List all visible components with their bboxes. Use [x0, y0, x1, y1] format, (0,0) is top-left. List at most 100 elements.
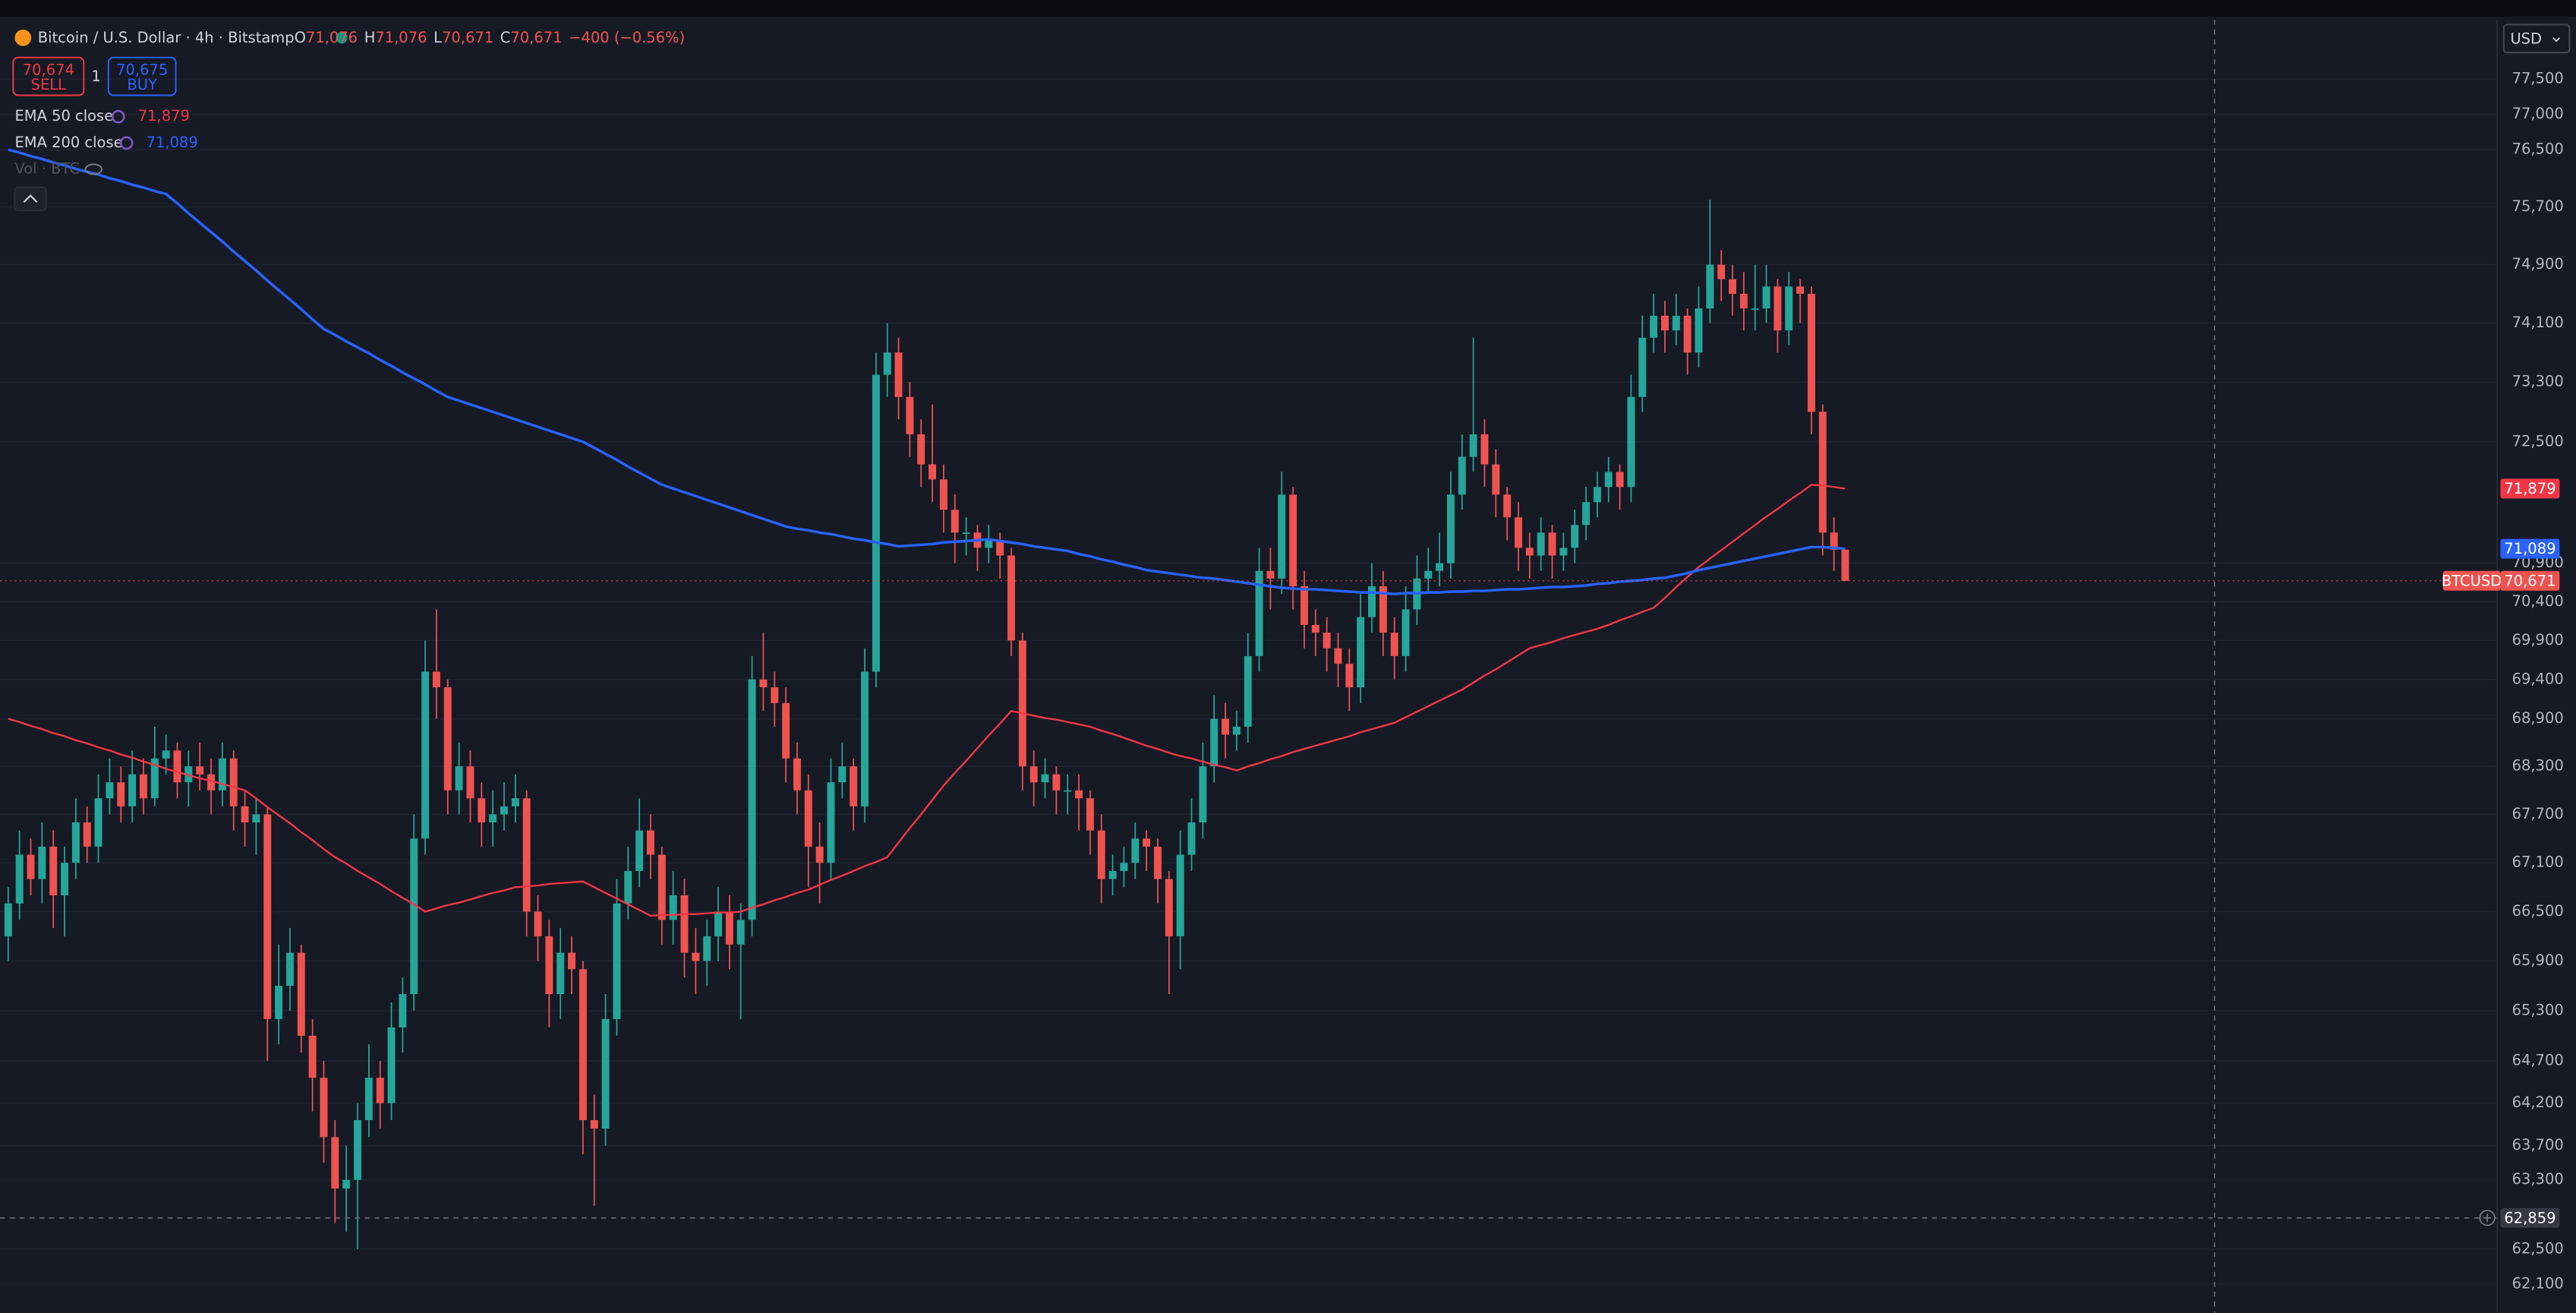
- candle-body: [252, 814, 260, 823]
- candle-body: [568, 952, 576, 970]
- y-tick-label: 73,300: [2512, 373, 2564, 390]
- candle-body: [1660, 315, 1669, 331]
- price-axis: 77,500 77,000 76,500 75,700 74,900 74,100 73,3…: [2442, 19, 2576, 1313]
- y-tick-label: 74,900: [2512, 255, 2564, 273]
- candle-body: [1345, 664, 1354, 688]
- candle-body: [1774, 286, 1782, 331]
- candle-body: [285, 952, 294, 986]
- y-tick-label: 75,700: [2512, 197, 2564, 215]
- candle-body: [1357, 617, 1365, 688]
- candle-body: [466, 766, 475, 799]
- candle-body: [996, 540, 1004, 556]
- candle-body: [61, 863, 69, 895]
- ema-price-tag: [2500, 478, 2560, 499]
- currency-button[interactable]: [2502, 24, 2571, 54]
- candle-body: [1559, 548, 1568, 556]
- settings-icon[interactable]: [119, 136, 134, 150]
- buy-label: BUY: [127, 76, 157, 93]
- candle-body: [1582, 502, 1591, 526]
- candle-body: [1706, 264, 1714, 309]
- collapse-button[interactable]: [14, 186, 47, 212]
- y-tick-label: 77,500: [2512, 70, 2564, 87]
- candle-body: [1153, 846, 1162, 879]
- candle-body: [1525, 548, 1534, 556]
- candle-body: [1311, 624, 1320, 633]
- candle-body: [793, 758, 801, 791]
- candle-body: [1446, 494, 1455, 563]
- candle-body: [714, 911, 722, 936]
- candle-body: [117, 782, 125, 806]
- candle-body: [545, 936, 553, 995]
- candle-body: [1300, 585, 1308, 625]
- ohlc-value: 71,076: [375, 28, 427, 46]
- candle-body: [1390, 633, 1398, 656]
- candle-body: [861, 671, 869, 806]
- y-tick-label: 68,900: [2512, 709, 2564, 727]
- y-tick-label: 67,700: [2512, 805, 2564, 822]
- candle-body: [1762, 286, 1770, 309]
- y-tick-label: 76,500: [2512, 140, 2564, 158]
- candle-body: [1064, 790, 1072, 792]
- ema-price-tag-label: 71,089: [2504, 540, 2556, 557]
- candle-body: [1841, 549, 1849, 581]
- candle-body: [646, 830, 654, 855]
- candle-body: [1548, 532, 1556, 556]
- candle-body: [94, 798, 102, 847]
- candle-body: [951, 510, 959, 533]
- ema200-value: 71,089: [147, 134, 198, 151]
- candle-body: [1334, 648, 1342, 664]
- candle-body: [635, 830, 644, 871]
- candle-body: [1480, 434, 1489, 465]
- sell-button[interactable]: [12, 56, 85, 96]
- y-tick-label: 72,500: [2512, 432, 2564, 450]
- candle-body: [443, 687, 452, 791]
- hide-icon[interactable]: [84, 163, 103, 175]
- symbol-tag: [2442, 570, 2501, 591]
- buy-button[interactable]: [107, 56, 177, 96]
- sell-label: SELL: [31, 76, 67, 93]
- settings-icon[interactable]: [111, 109, 125, 124]
- candle-body: [1086, 798, 1094, 831]
- candle-body: [218, 758, 226, 791]
- candle-body: [725, 911, 733, 945]
- candle-body: [275, 986, 283, 1019]
- candle-body: [1368, 585, 1376, 617]
- candle-body: [342, 1179, 351, 1189]
- candle-body: [15, 854, 24, 904]
- candle-body: [1266, 570, 1275, 579]
- ohlc-key: L: [434, 28, 442, 46]
- candle-body: [376, 1078, 384, 1103]
- ohlc-key: C: [500, 28, 511, 46]
- candle-body: [804, 790, 812, 847]
- candle-body: [657, 854, 666, 920]
- candle-body: [38, 846, 46, 879]
- candle-body: [579, 969, 587, 1120]
- candle-body: [1176, 854, 1184, 936]
- candle-body: [1232, 726, 1241, 735]
- candle-body: [139, 774, 147, 799]
- ema-line: [8, 148, 1846, 595]
- candle-body: [1018, 640, 1026, 767]
- y-tick-label: 62,500: [2512, 1239, 2564, 1257]
- bitcoin-icon: [14, 29, 32, 46]
- ohlc-key: O: [295, 28, 306, 46]
- candle-body: [1818, 412, 1827, 533]
- y-tick-label: 77,000: [2512, 105, 2564, 122]
- candle-body: [1604, 472, 1613, 488]
- y-tick-label: 63,700: [2512, 1136, 2564, 1154]
- candle-body: [1436, 563, 1444, 571]
- candle-body: [128, 774, 137, 806]
- change: −400 (−0.56%): [569, 28, 685, 46]
- toolbar: [0, 0, 2576, 17]
- candle-body: [1458, 456, 1466, 495]
- candle-body: [1796, 286, 1805, 294]
- candle-body: [455, 766, 463, 791]
- ema200-legend: EMA 200 close: [14, 134, 122, 151]
- candle-body: [263, 814, 272, 1019]
- candle-body: [364, 1078, 373, 1120]
- plot: [0, 148, 2498, 1249]
- candle-body: [162, 750, 170, 759]
- y-tick-label: 67,100: [2512, 854, 2564, 871]
- candle-body: [1683, 315, 1692, 353]
- candle-body: [624, 870, 632, 904]
